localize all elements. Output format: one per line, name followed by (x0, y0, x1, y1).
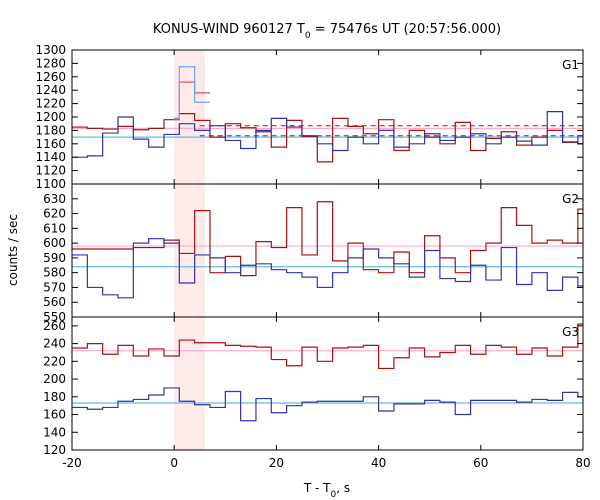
series-blue-line (72, 111, 583, 158)
x-tick-label: -20 (62, 456, 82, 470)
series-blue-line (72, 238, 583, 299)
panel-g3-data (72, 323, 583, 422)
y-tick-label: 180 (43, 390, 66, 404)
panel-label: G2 (562, 192, 579, 206)
chart-title-subscript: 0 (305, 31, 311, 41)
chart-title: KONUS-WIND 960127 T0 = 75476s UT (20:57:… (153, 22, 501, 41)
x-tick-label: 40 (371, 456, 386, 470)
y-tick-label: 1100 (35, 177, 66, 191)
panel-g3: 120 140 160 180 200 220 240 260 G3 (43, 316, 584, 457)
panel-g1-data (72, 66, 583, 163)
x-axis-label-subscript: 0 (331, 490, 337, 500)
y-tick-label: 630 (43, 192, 66, 206)
panel-g1-frame (71, 49, 584, 185)
x-axis-label: T - T0, s (303, 481, 350, 500)
y-tick-label: 1120 (35, 164, 66, 178)
y-tick-label: 1140 (35, 150, 66, 164)
chart-title-main: KONUS-WIND 960127 T (153, 22, 305, 37)
series-lightblue-line (174, 66, 210, 120)
x-tick-label: 60 (473, 456, 488, 470)
y-tick-label: 260 (43, 319, 66, 333)
y-tick-label: 1200 (35, 110, 66, 124)
y-tick-label: 590 (43, 251, 66, 265)
panel-label: G1 (562, 58, 579, 72)
x-tick-label: 0 (170, 456, 178, 470)
y-tick-label: 610 (43, 221, 66, 235)
y-tick-label: 560 (43, 295, 66, 309)
series-red-line (72, 323, 583, 370)
y-tick-label: 220 (43, 354, 66, 368)
panel-g1: 1100112011401160118012001220124012601280… (35, 43, 584, 191)
series-blue-line (72, 387, 583, 422)
plot-layer: 1100112011401160118012001220124012601280… (35, 43, 590, 470)
chart-title-rest: = 75476s UT (20:57:56.000) (311, 22, 501, 37)
x-axis-label-main: T - T (303, 481, 331, 495)
y-axis-label: counts / sec (6, 214, 20, 286)
panel-g3-frame (71, 316, 584, 451)
panel-g2-frame (71, 183, 584, 318)
x-tick-label: 80 (575, 456, 590, 470)
y-tick-label: 1240 (35, 83, 66, 97)
y-tick-label: 1180 (35, 123, 66, 137)
series-red-line (72, 113, 583, 163)
y-tick-label: 240 (43, 337, 66, 351)
panel-g2-data (72, 201, 583, 299)
x-axis-label-rest: , s (336, 481, 350, 495)
y-tick-label: 140 (43, 425, 66, 439)
y-tick-label: 550 (43, 310, 66, 324)
y-tick-label: 1260 (35, 70, 66, 84)
series-pink-line (174, 81, 210, 119)
y-tick-label: 1280 (35, 56, 66, 70)
y-tick-label: 160 (43, 408, 66, 422)
y-tick-label: 570 (43, 280, 66, 294)
y-tick-label: 580 (43, 266, 66, 280)
y-tick-label: 1160 (35, 137, 66, 151)
y-tick-label: 600 (43, 236, 66, 250)
series-red-line (72, 201, 583, 277)
y-tick-label: 1220 (35, 97, 66, 111)
x-tick-label: 20 (269, 456, 284, 470)
y-tick-label: 620 (43, 207, 66, 221)
y-tick-label: 1300 (35, 43, 66, 57)
y-tick-label: 120 (43, 443, 66, 457)
panel-label: G3 (562, 325, 579, 339)
y-tick-label: 200 (43, 372, 66, 386)
